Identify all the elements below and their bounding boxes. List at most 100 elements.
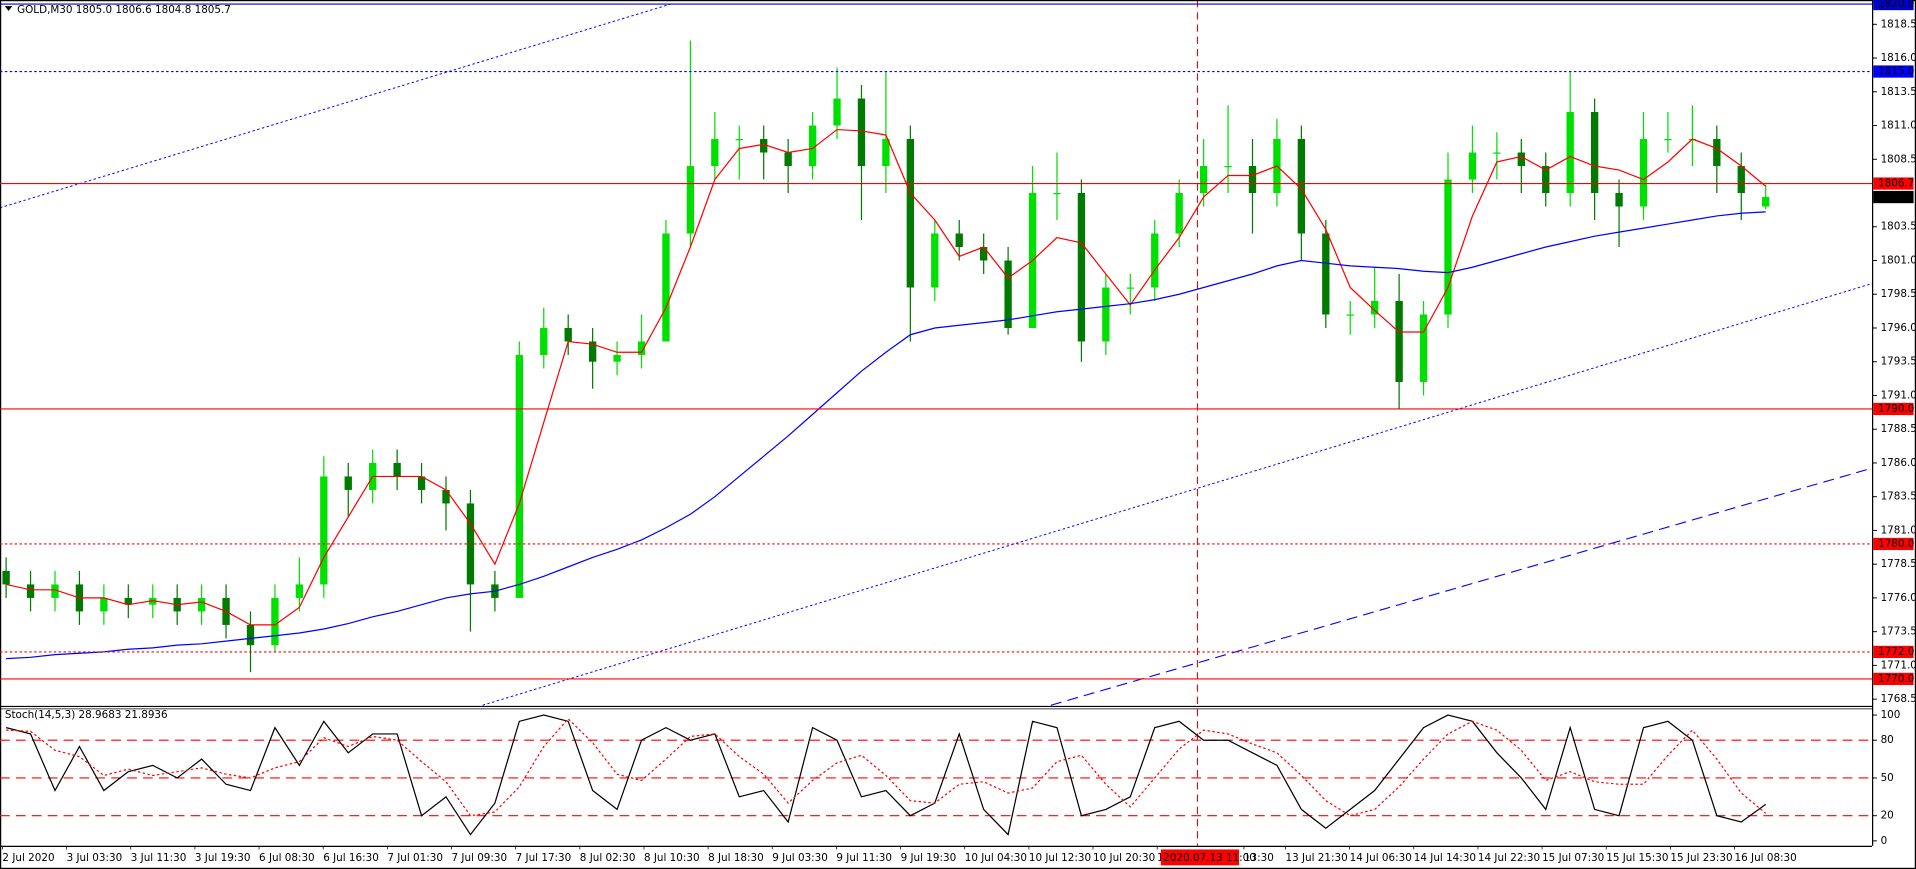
candle-body: [26, 584, 35, 598]
candle-body: [882, 139, 890, 167]
candle-body: [1371, 300, 1379, 315]
candle-body: [808, 125, 817, 167]
last-price-label: 1805.7: [1878, 191, 1914, 203]
indicator-title: Stoch(14,5,3) 28.9683 21.8936: [5, 709, 168, 721]
y-tick-label: 1771.0: [1881, 659, 1916, 671]
chart-title: GOLD,M30 1805.0 1806.6 1804.8 1805.7: [17, 4, 231, 16]
y-tick-label: 1808.5: [1881, 153, 1916, 165]
x-tick-label: 6 Jul 16:30: [323, 852, 379, 864]
candle-body: [1615, 193, 1623, 207]
candle-body: [1102, 287, 1110, 342]
candle-body: [979, 246, 988, 261]
candle-body: [417, 476, 426, 490]
level-label-box: [1873, 0, 1914, 11]
y-tick-label: 20: [1881, 810, 1894, 822]
candle-body: [2, 570, 10, 585]
y-tick-label: 1813.5: [1881, 86, 1916, 98]
candle-body: [1224, 166, 1232, 168]
y-tick-label: 1798.5: [1881, 288, 1916, 300]
candle-body: [1737, 166, 1745, 194]
crosshair-label-box: [1160, 849, 1240, 866]
y-tick-label: 1788.5: [1881, 423, 1916, 435]
candle-body: [197, 597, 206, 612]
y-tick-label: 50: [1881, 772, 1894, 784]
x-tick-label: 2 Jul 2020: [2, 852, 54, 864]
candle-body: [857, 98, 866, 167]
x-tick-label: 14 Jul 22:30: [1478, 852, 1540, 864]
y-tick-label: 1811.0: [1881, 120, 1916, 132]
x-tick-label: 15 Jul 15:30: [1606, 852, 1668, 864]
x-tick-label: 13 Jul 21:30: [1285, 852, 1347, 864]
x-tick-label: 13:30: [1244, 852, 1274, 864]
menu-triangle: [4, 6, 13, 11]
y-tick-label: 1768.5: [1881, 693, 1916, 705]
x-tick-label: 3 Jul 03:30: [67, 852, 123, 864]
candle-body: [246, 624, 255, 646]
y-tick-label: 1796.0: [1881, 322, 1916, 334]
candle-body: [1493, 152, 1501, 154]
candle-body: [1151, 233, 1159, 288]
x-tick-label: 10 Jul 12:30: [1029, 852, 1091, 864]
moving-average: [5, 128, 1767, 626]
level-label: 1790.0: [1878, 403, 1914, 415]
x-tick-label: 3 Jul 11:30: [131, 852, 187, 864]
y-tick-label: 1776.0: [1881, 592, 1916, 604]
candle-body: [1395, 300, 1403, 382]
candle-body: [344, 476, 352, 490]
candle-body: [760, 139, 768, 153]
candle-body: [564, 327, 572, 342]
candle-body: [1639, 139, 1648, 207]
level-label: 1815.0: [1878, 66, 1914, 78]
candle-body: [1077, 193, 1086, 342]
x-tick-label: 9 Jul 19:30: [901, 852, 957, 864]
level-label: 1770.0: [1878, 673, 1914, 685]
candle-body: [588, 341, 597, 362]
candle-body: [711, 139, 719, 167]
x-tick-label: 15 Jul 07:30: [1542, 852, 1604, 864]
candle-body: [1346, 314, 1354, 316]
y-tick-label: 1816.0: [1881, 52, 1916, 64]
x-tick-label: 7 Jul 01:30: [387, 852, 443, 864]
candle-body: [1004, 260, 1012, 328]
candle-body: [1126, 287, 1134, 289]
candle-body: [540, 327, 548, 355]
candle-body: [149, 597, 157, 605]
candle-body: [1566, 112, 1574, 194]
candle-body: [833, 98, 841, 126]
candle-body: [1517, 152, 1525, 167]
x-tick-label: 9 Jul 03:30: [772, 852, 828, 864]
y-tick-label: 1803.5: [1881, 221, 1916, 233]
candle-body: [784, 152, 792, 167]
candle-body: [1322, 233, 1330, 315]
y-tick-label: 0: [1881, 835, 1888, 847]
x-tick-label: 7 Jul 17:30: [516, 852, 572, 864]
y-tick-label: 1801.0: [1881, 254, 1916, 266]
candle-body: [1248, 166, 1257, 194]
y-tick-label: 1791.0: [1881, 389, 1916, 401]
level-label: 1772.0: [1878, 646, 1914, 658]
candle-body: [1542, 166, 1550, 194]
candle-body: [515, 354, 523, 598]
candle-body: [100, 597, 108, 612]
candle-body: [1419, 314, 1428, 382]
level-label-box: [1873, 672, 1914, 686]
candle-body: [1468, 152, 1477, 180]
candle-body: [442, 489, 450, 504]
level-label-box: [1873, 537, 1914, 551]
candle-body: [271, 597, 279, 646]
x-tick-label: 10 Jul 20:30: [1093, 852, 1155, 864]
stoch-line: [6, 717, 1767, 817]
x-tick-label: 7 Jul 09:30: [452, 852, 508, 864]
x-tick-label: 9 Jul 11:30: [836, 852, 892, 864]
candle-body: [1713, 139, 1721, 167]
candle-body: [955, 233, 963, 247]
candle-body: [1664, 139, 1672, 141]
y-tick-label: 1783.5: [1881, 491, 1916, 503]
crosshair-label: 2020.07.13 11:00: [1163, 852, 1256, 864]
x-tick-label: 6 Jul 08:30: [259, 852, 315, 864]
moving-average: [6, 211, 1766, 660]
x-tick-label: 8 Jul 10:30: [644, 852, 700, 864]
candle-body: [1762, 197, 1770, 207]
candle-body: [662, 233, 670, 342]
x-tick-label: 14 Jul 06:30: [1350, 852, 1412, 864]
